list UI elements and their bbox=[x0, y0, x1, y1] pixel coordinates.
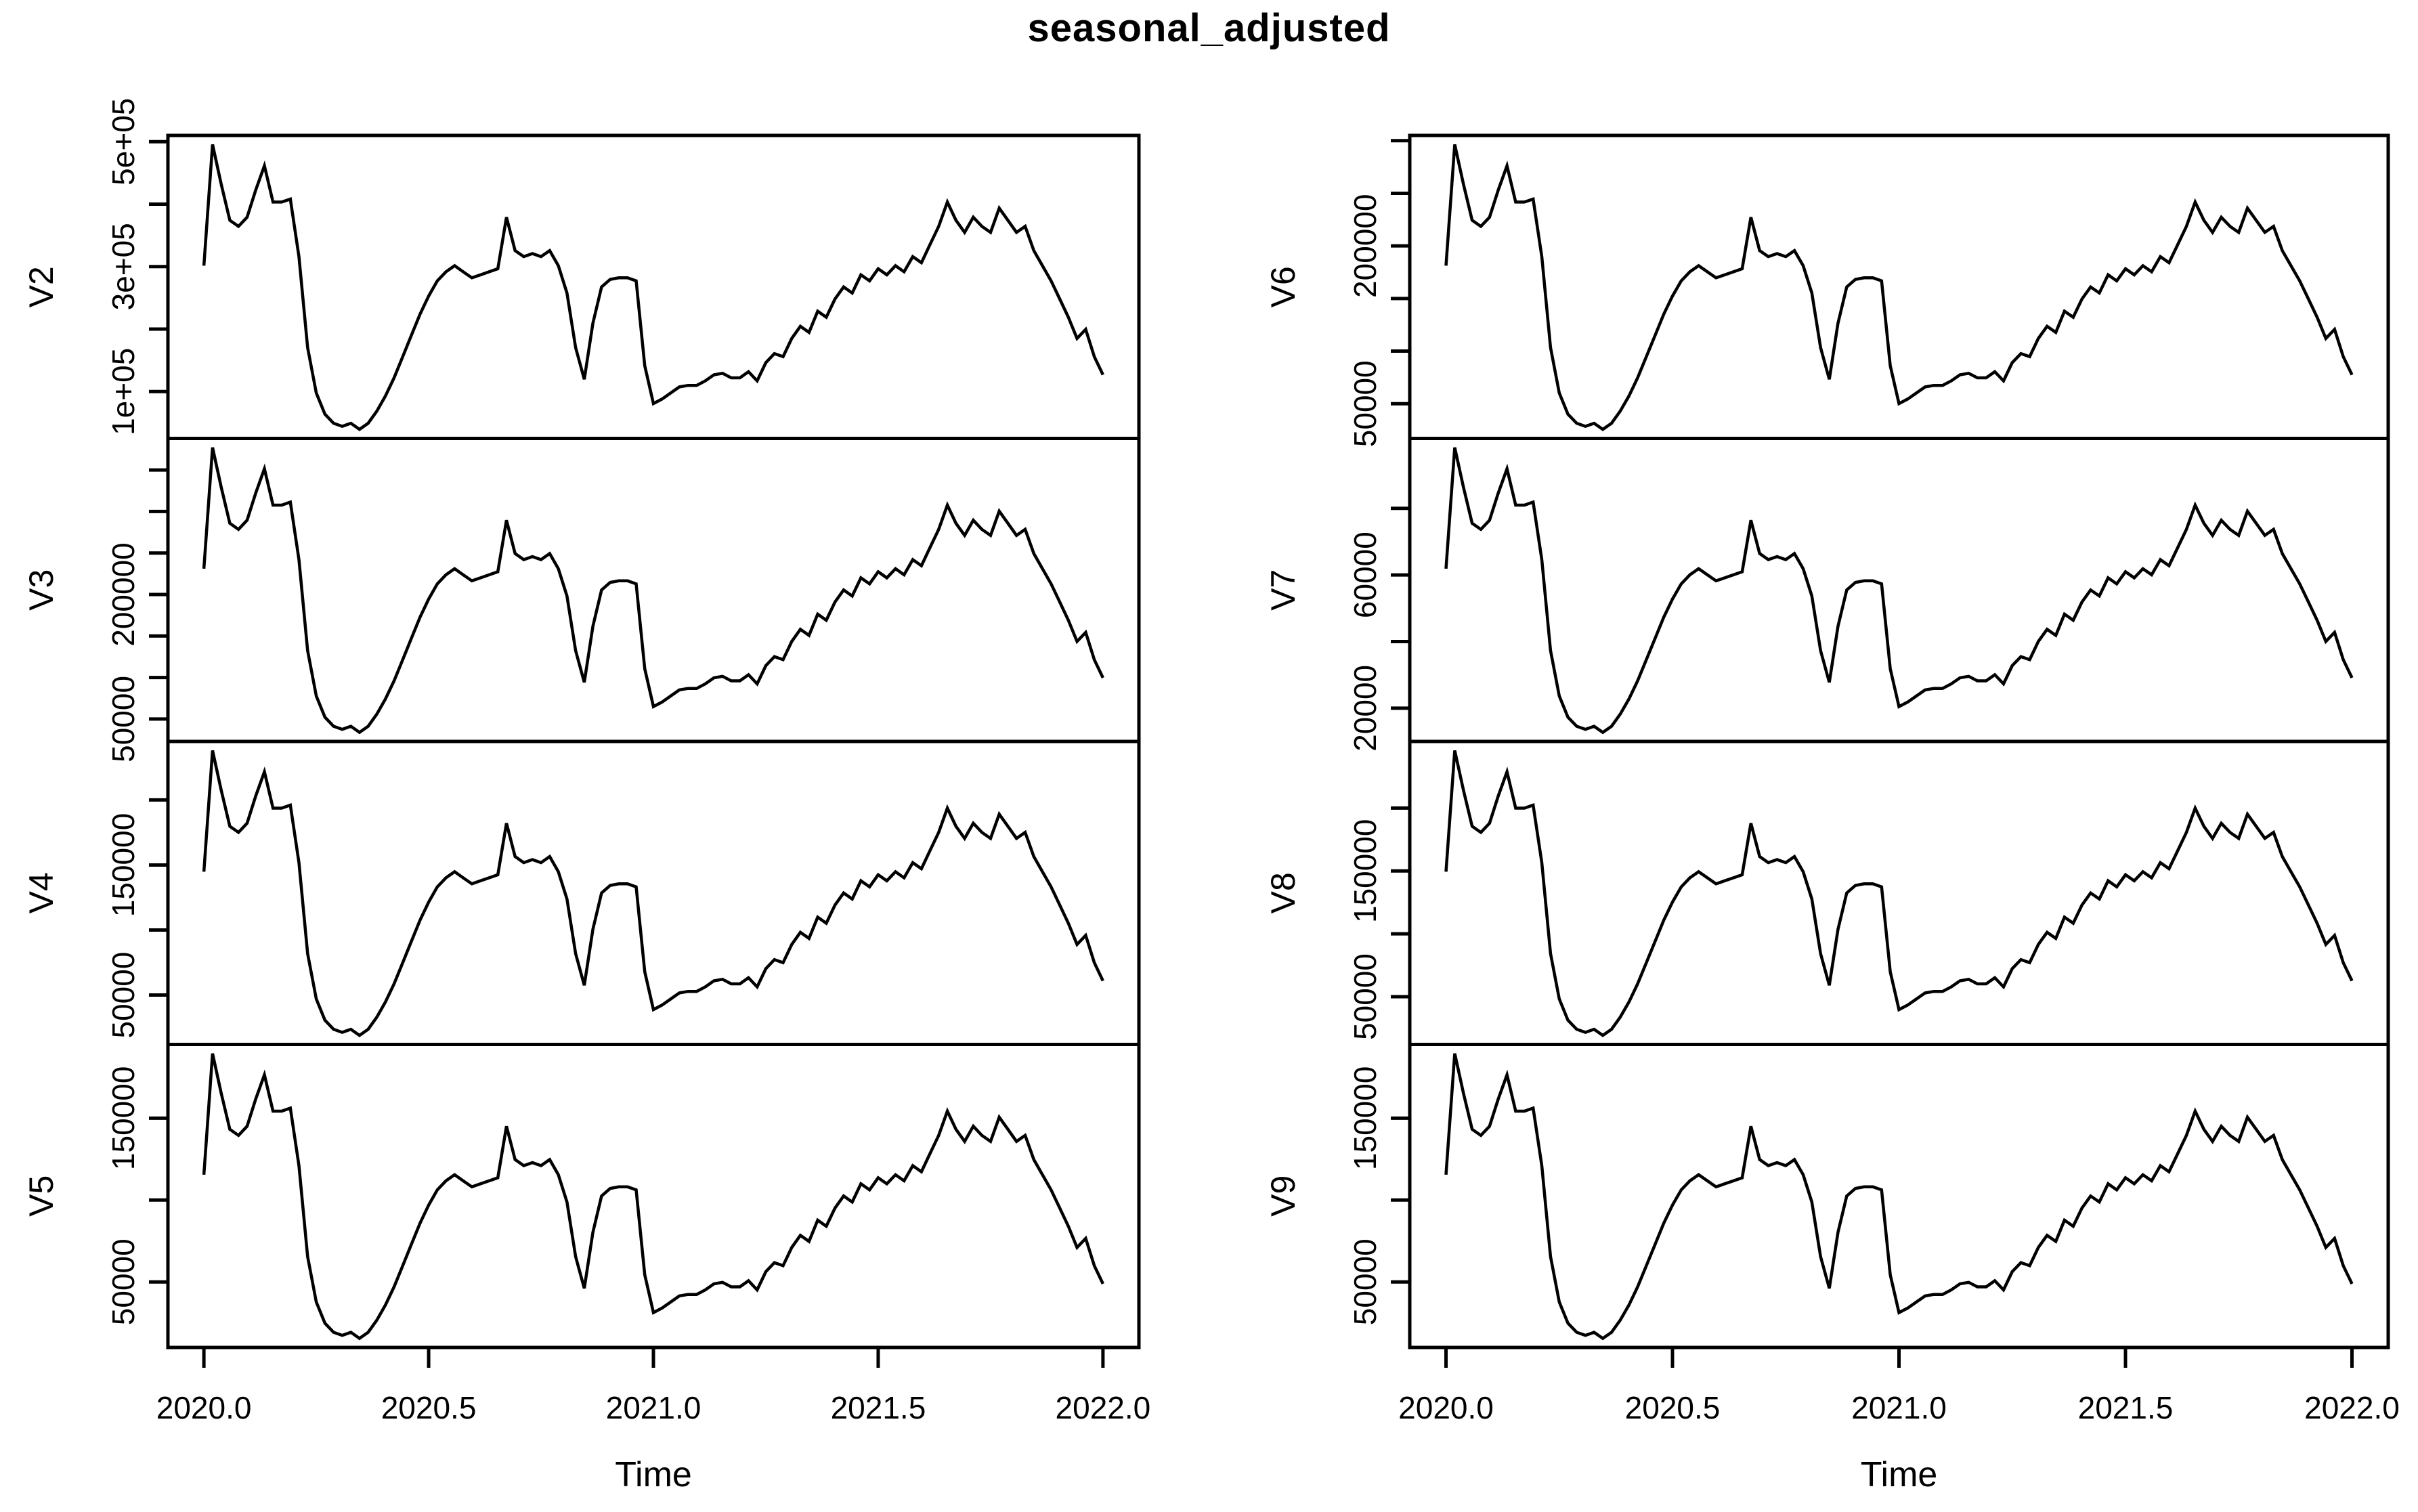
y-tick-label: 50000 bbox=[1347, 953, 1383, 1040]
time-axis-label: Time bbox=[615, 1455, 692, 1494]
y-tick-label: 50000 bbox=[106, 952, 141, 1039]
y-tick-label: 20000 bbox=[1347, 665, 1383, 752]
y-tick-label: 50000 bbox=[106, 1238, 141, 1325]
x-tick-label: 2021.0 bbox=[1851, 1390, 1947, 1425]
series-name-label: V3 bbox=[22, 569, 60, 611]
series-name-label: V6 bbox=[1264, 266, 1302, 307]
x-tick-label: 2022.0 bbox=[2304, 1390, 2400, 1425]
y-tick-label: 3e+05 bbox=[106, 223, 141, 310]
series-line-V4 bbox=[202, 750, 1104, 1037]
y-tick-label: 150000 bbox=[1347, 819, 1383, 924]
x-tick-label: 2022.0 bbox=[1056, 1390, 1151, 1425]
series-line-V8 bbox=[1444, 750, 2354, 1037]
y-tick-label: 5e+05 bbox=[106, 98, 141, 186]
y-tick-label: 50000 bbox=[106, 676, 141, 762]
x-tick-label: 2020.5 bbox=[1625, 1390, 1721, 1425]
y-tick-label: 1e+05 bbox=[106, 348, 141, 435]
series-line-V7 bbox=[1444, 447, 2354, 735]
y-tick-label: 200000 bbox=[106, 542, 141, 647]
y-tick-label: 60000 bbox=[1347, 532, 1383, 618]
series-line-V6 bbox=[1444, 144, 2354, 431]
x-tick-label: 2020.5 bbox=[381, 1390, 477, 1425]
series-name-label: V9 bbox=[1264, 1175, 1302, 1217]
y-tick-label: 50000 bbox=[1347, 1238, 1383, 1325]
series-line-V5 bbox=[202, 1053, 1104, 1341]
y-tick-label: 200000 bbox=[1347, 194, 1383, 298]
series-name-label: V7 bbox=[1264, 569, 1302, 611]
x-tick-label: 2021.0 bbox=[606, 1390, 701, 1425]
series-line-V3 bbox=[202, 447, 1104, 735]
y-tick-label: 150000 bbox=[106, 813, 141, 917]
series-line-V2 bbox=[202, 144, 1104, 431]
series-name-label: V8 bbox=[1264, 872, 1302, 913]
y-tick-label: 150000 bbox=[1347, 1066, 1383, 1171]
series-name-label: V2 bbox=[22, 266, 60, 307]
time-axis-label: Time bbox=[1861, 1455, 1938, 1494]
x-tick-label: 2021.5 bbox=[2078, 1390, 2174, 1425]
x-tick-label: 2020.0 bbox=[1398, 1390, 1494, 1425]
series-line-V9 bbox=[1444, 1053, 2354, 1341]
x-tick-label: 2021.5 bbox=[831, 1390, 926, 1425]
x-tick-label: 2020.0 bbox=[156, 1390, 252, 1425]
series-name-label: V4 bbox=[22, 872, 60, 913]
chart-title: seasonal_adjusted bbox=[1027, 6, 1391, 50]
series-name-label: V5 bbox=[22, 1175, 60, 1217]
y-tick-label: 150000 bbox=[106, 1066, 141, 1171]
y-tick-label: 50000 bbox=[1347, 360, 1383, 447]
